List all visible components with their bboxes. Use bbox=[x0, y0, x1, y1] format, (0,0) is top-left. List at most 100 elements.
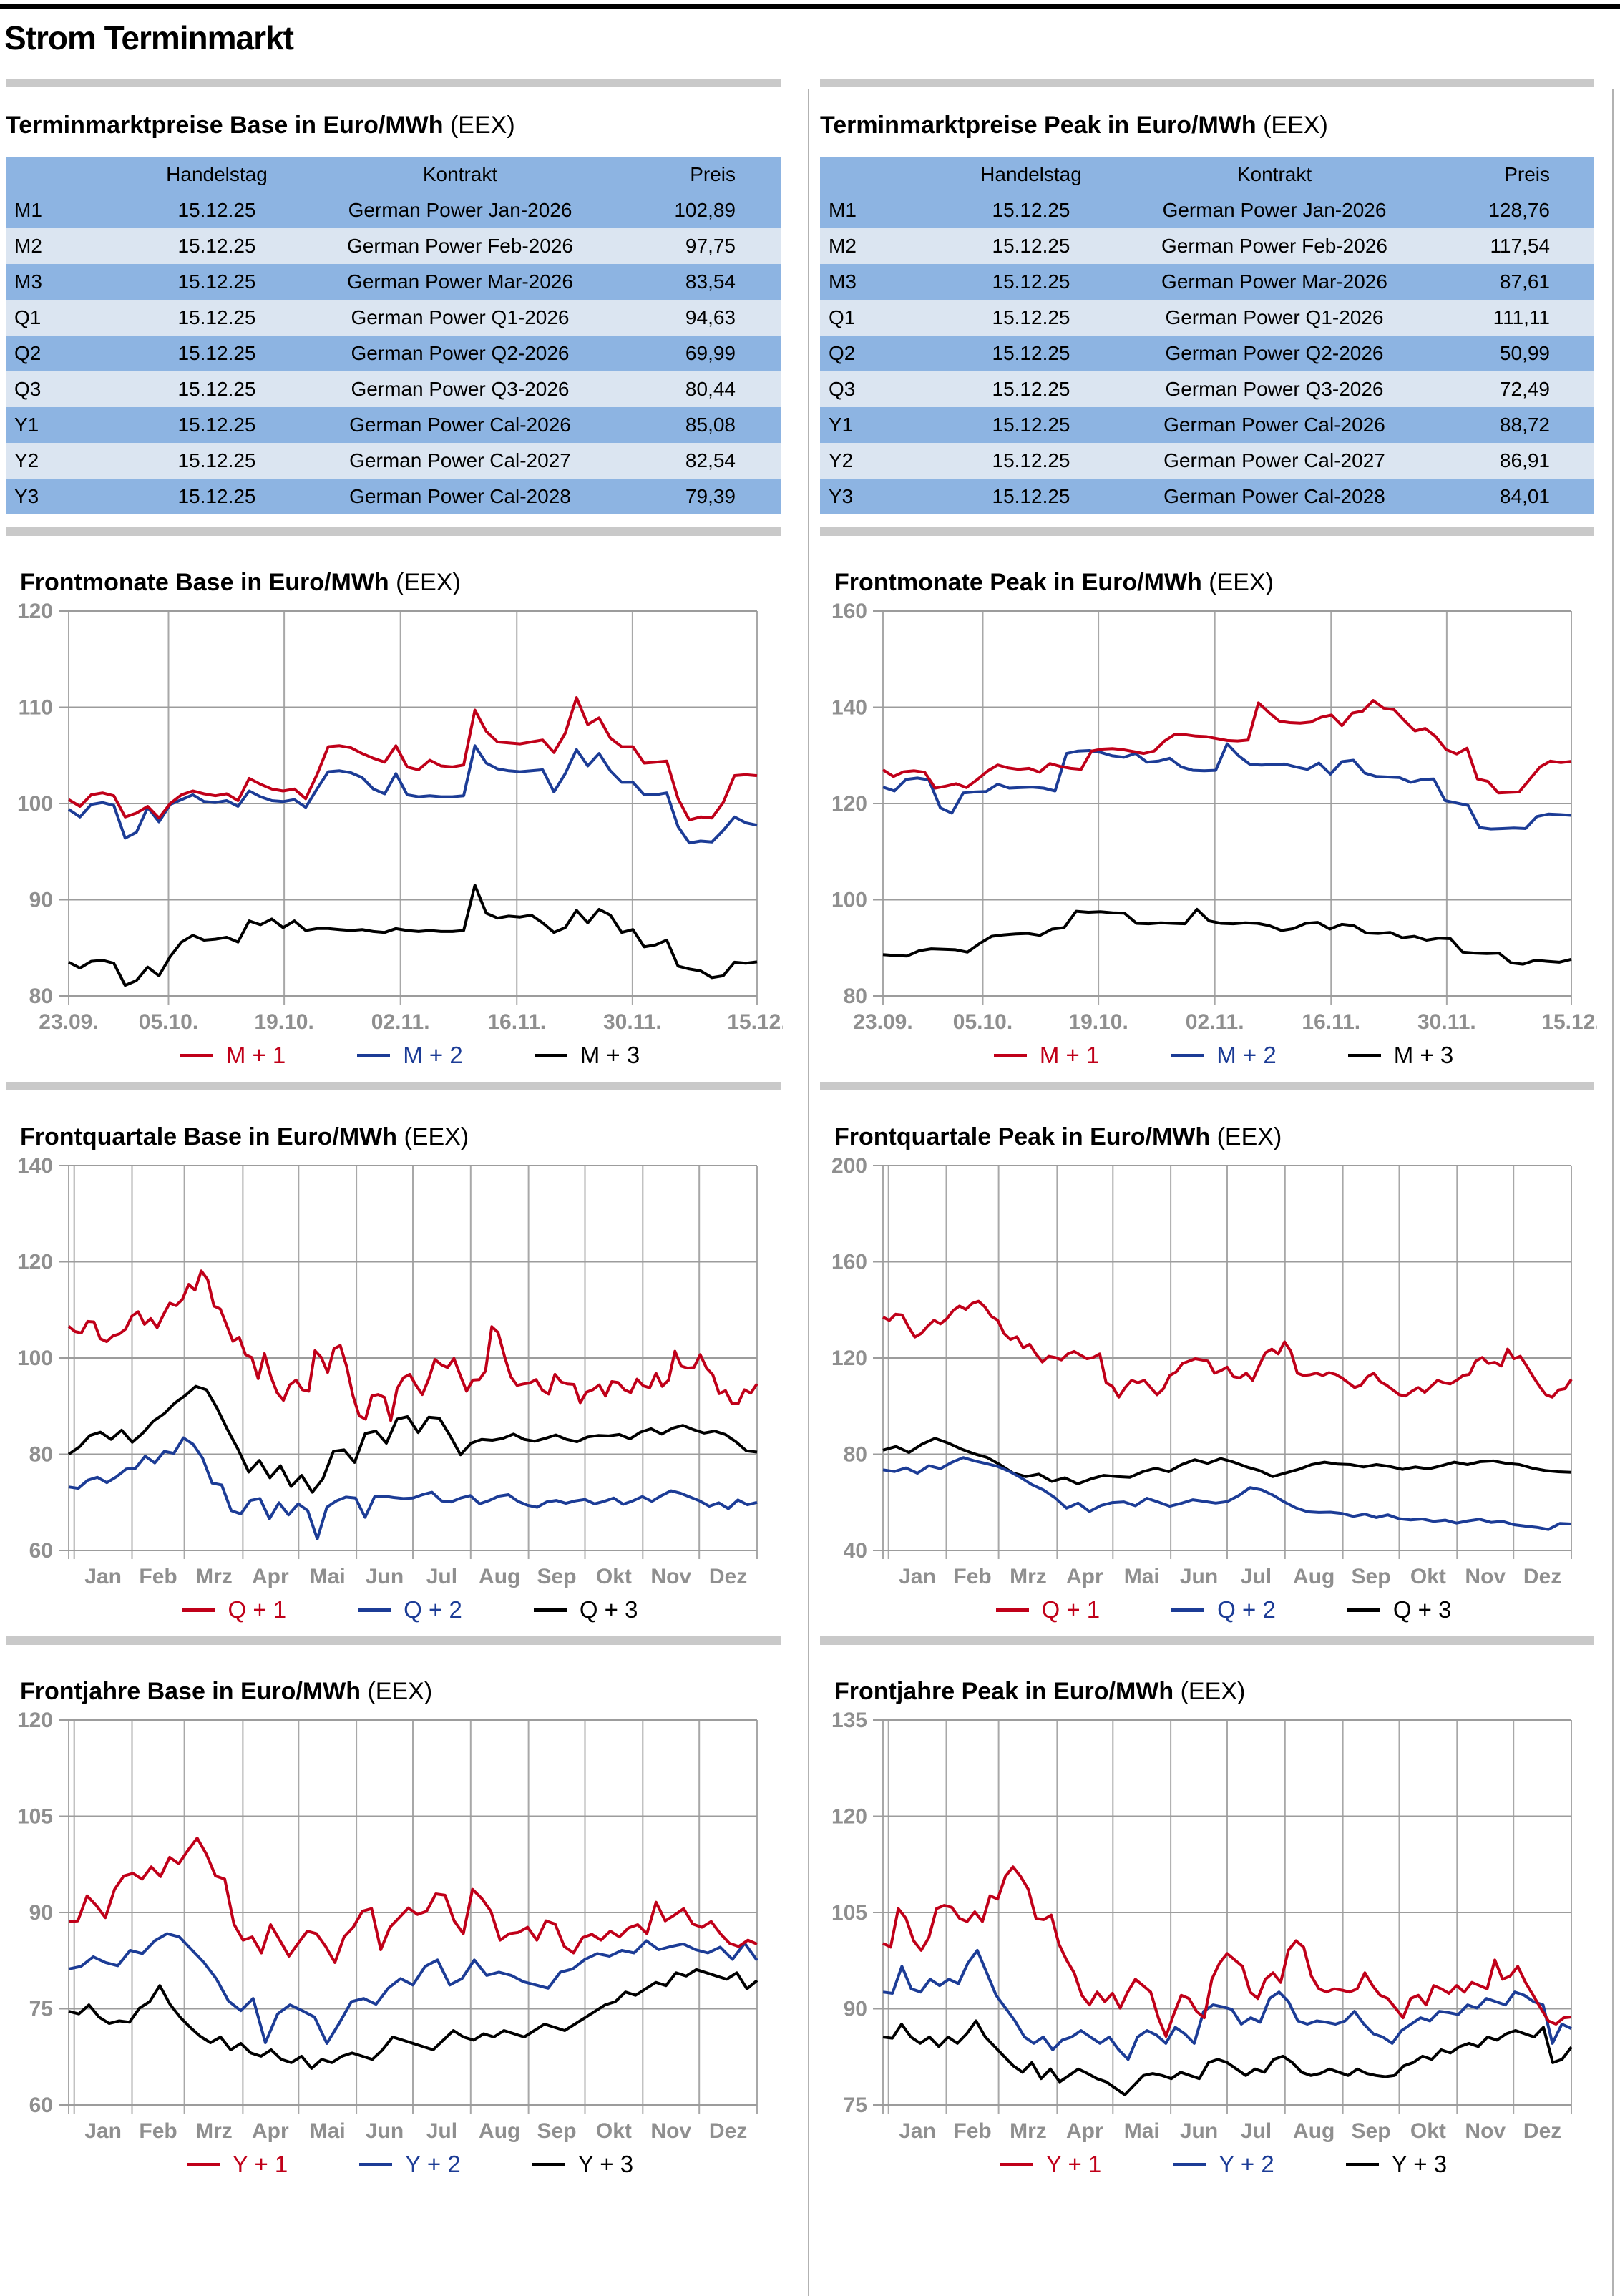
table-header-row: Handelstag Kontrakt Preis bbox=[820, 157, 1594, 192]
cell-kontrakt: German Power Cal-2026 bbox=[1163, 414, 1385, 436]
header-kontrakt: Kontrakt bbox=[1236, 163, 1312, 185]
section-divider bbox=[820, 79, 1594, 87]
table-row: Q3 15.12.25 German Power Q3-2026 80,44 bbox=[6, 371, 781, 407]
chart-title: Frontquartale Peak in Euro/MWh (EEX) bbox=[834, 1123, 1282, 1151]
svg-text:Mai: Mai bbox=[310, 2119, 346, 2143]
legend-item: M + 1 bbox=[993, 1042, 1099, 1069]
section-divider bbox=[820, 1636, 1594, 1645]
svg-text:105: 105 bbox=[831, 1901, 867, 1925]
cell-kontrakt: German Power Mar-2026 bbox=[1161, 270, 1387, 293]
legend-dash-icon bbox=[1173, 2162, 1206, 2166]
legend-item: Q + 1 bbox=[182, 1596, 286, 1623]
svg-text:80: 80 bbox=[29, 1443, 53, 1467]
chart-block-frontmonate-base: Frontmonate Base in Euro/MWh (EEX) 80 90 10… bbox=[6, 569, 783, 1069]
svg-text:Sep: Sep bbox=[1352, 1565, 1391, 1588]
column-peak: Terminmarktpreise Peak in Euro/MWh (EEX)… bbox=[810, 79, 1620, 2191]
cell-kontrakt: German Power Cal-2027 bbox=[349, 449, 571, 472]
svg-text:19.10.: 19.10. bbox=[254, 1010, 313, 1034]
row-label: Y3 bbox=[829, 485, 854, 507]
legend-dash-icon bbox=[359, 2162, 393, 2166]
legend-item: M + 3 bbox=[534, 1042, 640, 1069]
svg-text:90: 90 bbox=[29, 1901, 53, 1925]
section-divider bbox=[820, 1082, 1594, 1090]
legend-dash-icon bbox=[1000, 2162, 1033, 2166]
cell-handelstag: 15.12.25 bbox=[992, 306, 1070, 328]
legend-dash-icon bbox=[1171, 1053, 1204, 1057]
svg-text:120: 120 bbox=[17, 1710, 53, 1732]
svg-text:Mrz: Mrz bbox=[1010, 2119, 1047, 2143]
column-base: Terminmarktpreise Base in Euro/MWh (EEX)… bbox=[0, 79, 810, 2191]
svg-text:Feb: Feb bbox=[953, 1565, 991, 1588]
cell-handelstag: 15.12.25 bbox=[177, 235, 256, 257]
table-row: Y1 15.12.25 German Power Cal-2026 85,08 bbox=[6, 407, 781, 443]
series-line-Q+1 bbox=[882, 1299, 1573, 1399]
cell-handelstag: 15.12.25 bbox=[992, 270, 1070, 293]
svg-text:Jun: Jun bbox=[1180, 2119, 1218, 2143]
price-table-peak: Handelstag Kontrakt Preis M1 15.12.25 German … bbox=[820, 157, 1594, 514]
svg-text:Jun: Jun bbox=[366, 2119, 404, 2143]
header-handelstag: Handelstag bbox=[980, 163, 1082, 185]
cell-handelstag: 15.12.25 bbox=[992, 235, 1070, 257]
legend-label: Q + 3 bbox=[1392, 1596, 1452, 1623]
svg-text:Jan: Jan bbox=[84, 1565, 122, 1588]
legend-dash-icon bbox=[1345, 2162, 1379, 2166]
table-row: Q1 15.12.25 German Power Q1-2026 111,11 bbox=[820, 300, 1594, 336]
price-table-base: Handelstag Kontrakt Preis M1 15.12.25 German … bbox=[6, 157, 781, 514]
svg-text:90: 90 bbox=[29, 889, 53, 912]
cell-preis: 94,63 bbox=[685, 306, 736, 328]
svg-text:Apr: Apr bbox=[252, 2119, 289, 2143]
cell-handelstag: 15.12.25 bbox=[992, 449, 1070, 472]
svg-text:Apr: Apr bbox=[1066, 2119, 1103, 2143]
svg-text:Sep: Sep bbox=[1352, 2119, 1391, 2143]
cell-handelstag: 15.12.25 bbox=[177, 449, 256, 472]
svg-text:Nov: Nov bbox=[650, 1565, 691, 1588]
series-line-M+1 bbox=[67, 696, 758, 821]
svg-text:16.11.: 16.11. bbox=[487, 1010, 546, 1034]
table-title-text: Terminmarktpreise Peak in Euro/MWh bbox=[820, 112, 1257, 139]
svg-text:Dez: Dez bbox=[709, 2119, 747, 2143]
section-divider bbox=[6, 527, 781, 536]
cell-handelstag: 15.12.25 bbox=[177, 414, 256, 436]
chart-plot: 75 90 105 120 135 Jan Feb Mrz Apr Mai Jun Jul Aug Sep… bbox=[831, 1710, 1573, 2143]
legend-dash-icon bbox=[534, 1053, 567, 1057]
legend-dash-icon bbox=[182, 1608, 215, 1612]
header-kontrakt: Kontrakt bbox=[422, 163, 498, 185]
svg-text:30.11.: 30.11. bbox=[1418, 1010, 1476, 1034]
cell-kontrakt: German Power Q2-2026 bbox=[351, 342, 570, 364]
row-label: Q1 bbox=[14, 306, 42, 328]
table-row: Q2 15.12.25 German Power Q2-2026 69,99 bbox=[6, 336, 781, 371]
cell-handelstag: 15.12.25 bbox=[177, 342, 256, 364]
legend-dash-icon bbox=[358, 1608, 391, 1612]
cell-kontrakt: German Power Q1-2026 bbox=[351, 306, 570, 328]
series-line-Y+2 bbox=[882, 1948, 1572, 2061]
svg-text:120: 120 bbox=[17, 1251, 53, 1274]
series-line-Y+1 bbox=[882, 1865, 1572, 2038]
chart-title: Frontmonate Base in Euro/MWh (EEX) bbox=[20, 569, 461, 596]
svg-text:Okt: Okt bbox=[1410, 1565, 1446, 1588]
svg-text:Apr: Apr bbox=[1066, 1565, 1103, 1588]
svg-text:Mai: Mai bbox=[1124, 1565, 1160, 1588]
legend-label: M + 1 bbox=[225, 1042, 286, 1068]
table-title-suffix: (EEX) bbox=[1263, 112, 1328, 139]
cell-preis: 128,76 bbox=[1488, 199, 1550, 221]
legend-dash-icon bbox=[1171, 1608, 1205, 1612]
section-divider bbox=[6, 1082, 781, 1090]
row-label: Q3 bbox=[14, 378, 42, 400]
svg-text:60: 60 bbox=[29, 2094, 53, 2117]
cell-kontrakt: German Power Mar-2026 bbox=[347, 270, 573, 293]
cell-handelstag: 15.12.25 bbox=[992, 378, 1070, 400]
cell-handelstag: 15.12.25 bbox=[177, 270, 256, 293]
legend-item: Y + 1 bbox=[1000, 2151, 1101, 2178]
cell-kontrakt: German Power Cal-2026 bbox=[349, 414, 571, 436]
table-title-base: Terminmarktpreise Base in Euro/MWh (EEX) bbox=[6, 112, 781, 140]
legend-label: Y + 3 bbox=[577, 2151, 634, 2177]
legend-dash-icon bbox=[993, 1053, 1027, 1057]
chart-plot: 60 80 100 120 140 Jan Feb Mrz Apr Mai Jun Jul Aug Sep… bbox=[17, 1156, 758, 1588]
svg-text:Jan: Jan bbox=[899, 1565, 936, 1588]
svg-text:Mai: Mai bbox=[1124, 2119, 1160, 2143]
row-label: Q3 bbox=[829, 378, 856, 400]
svg-text:23.09.: 23.09. bbox=[39, 1010, 98, 1034]
svg-text:Feb: Feb bbox=[139, 2119, 177, 2143]
table-row: M2 15.12.25 German Power Feb-2026 97,75 bbox=[6, 228, 781, 264]
series-line-Q+3 bbox=[67, 1384, 758, 1494]
